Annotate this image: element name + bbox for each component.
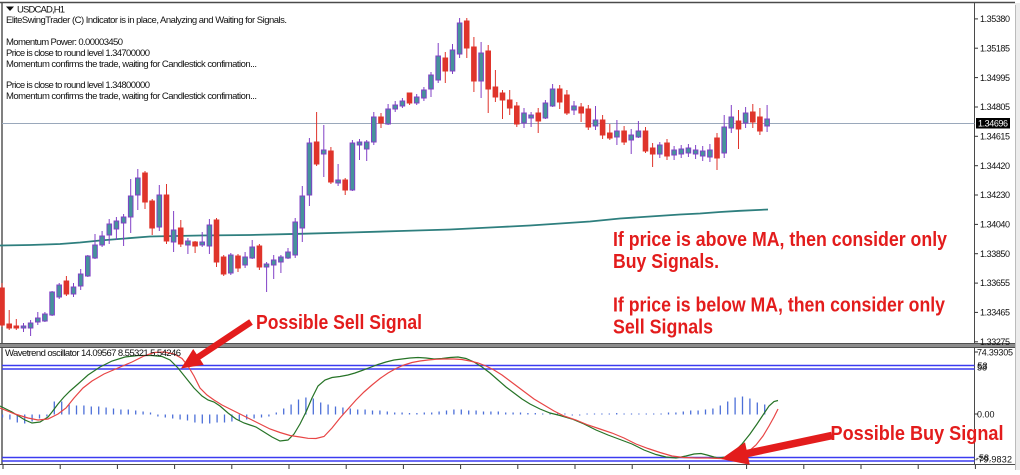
svg-text:Wavetrend oscillator 14.09567: Wavetrend oscillator 14.09567 8.55321 5.…	[5, 348, 181, 359]
svg-text:1.33655: 1.33655	[980, 278, 1010, 288]
svg-text:EliteSwingTrader (C) Indicator: EliteSwingTrader (C) Indicator is in pla…	[6, 15, 287, 26]
svg-text:1.34615: 1.34615	[980, 132, 1010, 142]
svg-text:1.33275: 1.33275	[980, 337, 1010, 347]
svg-text:Momentum confirms the trade, w: Momentum confirms the trade, waiting for…	[6, 59, 257, 70]
svg-text:If price is above MA, then con: If price is above MA, then consider only	[613, 229, 948, 251]
svg-text:Price is close to round level: Price is close to round level 1.34700000	[6, 48, 150, 59]
svg-text:53: 53	[978, 361, 988, 371]
svg-text:0.00: 0.00	[977, 409, 995, 419]
svg-text:USDCAD,H1: USDCAD,H1	[17, 4, 65, 15]
svg-text:Possible Buy Signal: Possible Buy Signal	[831, 423, 1004, 445]
svg-text:1.34040: 1.34040	[980, 220, 1010, 230]
svg-text:74.39305: 74.39305	[977, 347, 1013, 357]
svg-text:1.33850: 1.33850	[980, 249, 1010, 259]
svg-text:1.34420: 1.34420	[980, 161, 1010, 171]
svg-text:Momentum confirms the trade, w: Momentum confirms the trade, waiting for…	[6, 91, 257, 102]
svg-text:Possible Sell Signal: Possible Sell Signal	[256, 312, 422, 334]
svg-text:Price is close to round level: Price is close to round level 1.34800000	[6, 80, 150, 91]
svg-text:Momentum Power: 0.00003450: Momentum Power: 0.00003450	[6, 37, 123, 48]
svg-text:1.34995: 1.34995	[980, 73, 1010, 83]
svg-text:Sell Signals: Sell Signals	[613, 317, 713, 339]
svg-text:1.35185: 1.35185	[980, 44, 1010, 54]
svg-text:-79.9832: -79.9832	[975, 455, 1012, 465]
svg-text:1.34230: 1.34230	[980, 190, 1010, 200]
svg-text:If price is below MA, then con: If price is below MA, then consider only	[613, 294, 946, 316]
svg-text:1.35380: 1.35380	[980, 14, 1010, 24]
svg-text:Buy Signals.: Buy Signals.	[613, 251, 719, 273]
svg-text:1.33465: 1.33465	[980, 308, 1010, 318]
svg-text:1.34805: 1.34805	[980, 102, 1010, 112]
svg-text:-58.: -58.	[976, 453, 992, 463]
svg-text:58: 58	[977, 363, 987, 373]
svg-text:1.34696: 1.34696	[978, 119, 1008, 129]
